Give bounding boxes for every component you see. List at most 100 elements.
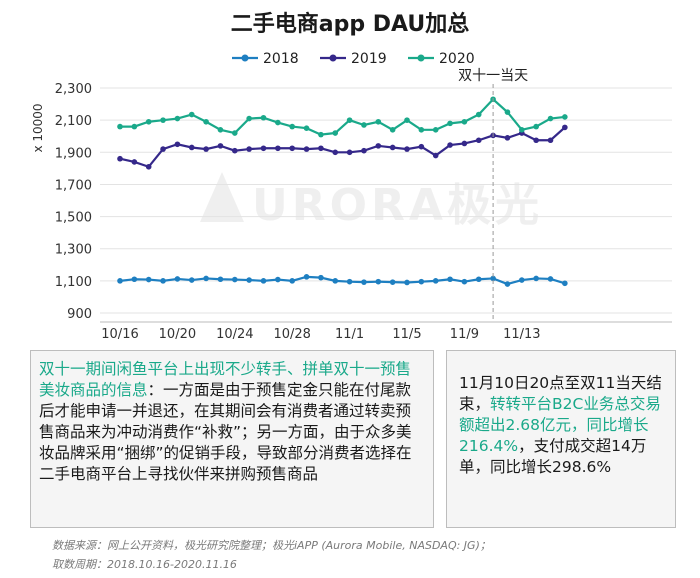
data-point-2019	[160, 146, 166, 152]
y-tick-label: 1,700	[55, 178, 92, 193]
data-point-2019	[461, 140, 468, 147]
data-point-2019	[475, 137, 482, 144]
data-point-2020	[289, 123, 296, 130]
data-point-2018	[289, 278, 296, 284]
data-point-2018	[203, 275, 209, 282]
data-point-2019	[260, 145, 267, 152]
data-point-2018	[404, 279, 410, 286]
data-point-2019	[246, 146, 252, 152]
data-point-2019	[389, 144, 396, 151]
x-tick-label: 11/9	[450, 327, 479, 342]
x-tick-label: 11/1	[335, 327, 364, 342]
data-point-2019	[375, 143, 382, 149]
data-point-2018	[275, 276, 281, 283]
data-point-2018	[174, 276, 181, 282]
data-point-2018	[432, 278, 439, 284]
data-point-2019	[117, 155, 123, 162]
svg-text:URORA极光: URORA极光	[252, 180, 543, 231]
legend-marker-2019	[329, 54, 337, 62]
x-tick-label: 10/20	[159, 327, 196, 342]
data-point-2018	[131, 276, 138, 283]
x-tick-label: 10/16	[101, 327, 138, 342]
data-point-2018	[562, 280, 568, 287]
x-tick-label: 11/5	[392, 327, 421, 342]
data-point-2019	[217, 143, 224, 149]
series-line-2018	[119, 275, 566, 286]
data-point-2019	[318, 145, 324, 152]
data-point-2020	[275, 119, 281, 126]
right-info-box: 11月10日20点至双11当天结束，转转平台B2C业务总交易额超出2.68亿元，…	[446, 350, 676, 528]
data-point-2020	[303, 125, 310, 131]
y-tick-label: 1,500	[55, 211, 92, 226]
data-point-2018	[246, 277, 252, 283]
footer-source: 数据来源：网上公开资料，极光研究院整理；极光iAPP (Aurora Mobil…	[52, 536, 491, 574]
data-point-2020	[361, 122, 367, 128]
x-tick-label: 10/28	[273, 327, 310, 342]
data-point-2018	[217, 276, 224, 283]
data-point-2020	[346, 117, 353, 123]
data-point-2019	[447, 142, 453, 148]
data-point-2020	[375, 118, 382, 125]
left-box-body: ：一方面是由于预售定金只能在付尾款后才能申请一并退还，在其期间会有消费者通过转卖…	[39, 381, 412, 483]
right-box-part1: 11月10日20点至双11当天结束，	[459, 374, 662, 413]
data-point-2018	[389, 279, 396, 285]
data-point-2019	[145, 163, 152, 170]
data-point-2018	[490, 275, 496, 282]
data-point-2019	[131, 159, 138, 165]
data-point-2020	[418, 127, 425, 133]
aurora-watermark: URORA极光	[200, 172, 543, 231]
data-point-2018	[260, 278, 267, 284]
data-point-2019	[203, 146, 209, 152]
data-point-2020	[332, 130, 339, 136]
right-box-part2: ，支付成交超14万单，同比增长298.6%	[459, 437, 647, 476]
y-tick-label: 1,100	[55, 275, 92, 290]
legend-label-2018: 2018	[263, 51, 299, 67]
data-point-2020	[404, 117, 410, 123]
data-point-2020	[475, 111, 482, 118]
data-point-2020	[188, 111, 195, 118]
left-box-heading: 双十一期间闲鱼平台上出现不少转手、拼单双十一预售美妆商品的信息	[39, 360, 412, 399]
data-point-2020	[432, 127, 439, 133]
legend-label-2019: 2019	[351, 51, 387, 67]
data-point-2019	[346, 149, 353, 156]
data-point-2018	[346, 278, 353, 285]
annotation-label: 双十一当天	[458, 68, 528, 84]
y-tick-label: 2,300	[55, 82, 92, 97]
chart-legend: 2018 2019 2020	[232, 51, 475, 67]
data-point-2018	[361, 279, 367, 285]
source-line: 数据来源：网上公开资料，极光研究院整理；极光iAPP (Aurora Mobil…	[52, 539, 491, 552]
legend-label-2020: 2020	[439, 51, 475, 67]
y-tick-label: 2,100	[55, 114, 92, 129]
data-point-2020	[160, 117, 166, 123]
x-tick-label: 11/13	[503, 327, 540, 342]
data-point-2018	[145, 276, 152, 283]
data-point-2018	[332, 278, 339, 284]
data-point-2019	[303, 146, 310, 152]
data-point-2018	[547, 276, 554, 282]
data-point-2018	[232, 276, 238, 283]
x-tick-label: 10/24	[216, 327, 253, 342]
data-point-2020	[447, 120, 453, 127]
data-point-2019	[504, 135, 511, 141]
data-point-2020	[504, 109, 511, 115]
data-point-2020	[547, 115, 554, 122]
data-point-2019	[547, 137, 554, 144]
data-point-2019	[432, 152, 439, 159]
data-point-2020	[246, 115, 252, 122]
data-point-2019	[275, 145, 281, 152]
data-point-2020	[389, 127, 396, 133]
y-tick-label: 1,300	[55, 243, 92, 258]
legend-marker-2018	[241, 54, 249, 62]
data-point-2020	[131, 123, 138, 130]
data-point-2018	[188, 277, 195, 283]
y-axis-label: x 10000	[31, 103, 45, 152]
aurora-logo-icon	[200, 172, 244, 222]
legend-marker-2020	[417, 54, 425, 62]
data-point-2020	[117, 123, 123, 130]
data-point-2019	[361, 147, 367, 154]
data-point-2018	[303, 274, 310, 280]
data-point-2019	[562, 124, 568, 131]
data-point-2018	[504, 281, 511, 287]
left-info-box: 双十一期间闲鱼平台上出现不少转手、拼单双十一预售美妆商品的信息：一方面是由于预售…	[30, 350, 434, 528]
data-point-2019	[188, 144, 195, 151]
